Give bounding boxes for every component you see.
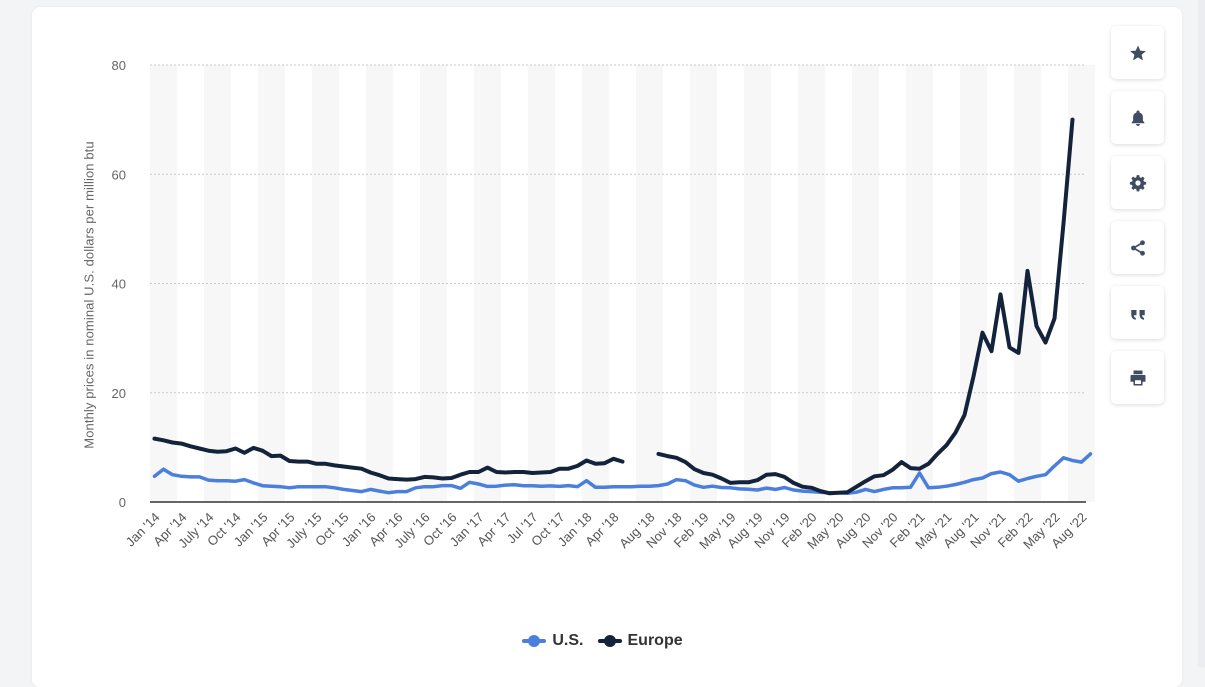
print-button[interactable] [1111,351,1164,404]
settings-button[interactable] [1111,156,1164,209]
y-tick-label: 40 [112,277,126,292]
legend-item-europe[interactable]: Europe [597,632,683,650]
legend-item-us[interactable]: U.S. [522,632,584,650]
star-icon [1129,45,1146,60]
y-tick-label: 0 [119,495,126,510]
share-button[interactable] [1111,221,1164,274]
notification-button[interactable] [1111,91,1164,144]
y-tick-label: 60 [112,167,126,182]
y-axis-label: Monthly prices in nominal U.S. dollars p… [81,141,97,449]
series-line-us [152,452,1093,496]
right-panel-edge [1198,0,1205,667]
gear-icon [1129,174,1146,191]
printer-icon [1130,370,1145,385]
legend-label-us: U.S. [552,632,584,649]
legend-label-europe: Europe [627,632,683,649]
favorite-button[interactable] [1111,26,1164,79]
legend-swatch-europe [597,635,622,647]
legend: U.S. Europe [0,632,1205,650]
bell-icon [1131,110,1144,126]
y-tick-label: 80 [112,58,126,73]
series-line-europe [152,117,1075,496]
y-tick-label: 20 [112,386,126,401]
chart-toolbar [1111,26,1164,404]
share-icon [1130,239,1145,256]
cite-button[interactable] [1111,286,1164,339]
legend-swatch-us [522,635,547,647]
quote-icon [1130,309,1145,320]
